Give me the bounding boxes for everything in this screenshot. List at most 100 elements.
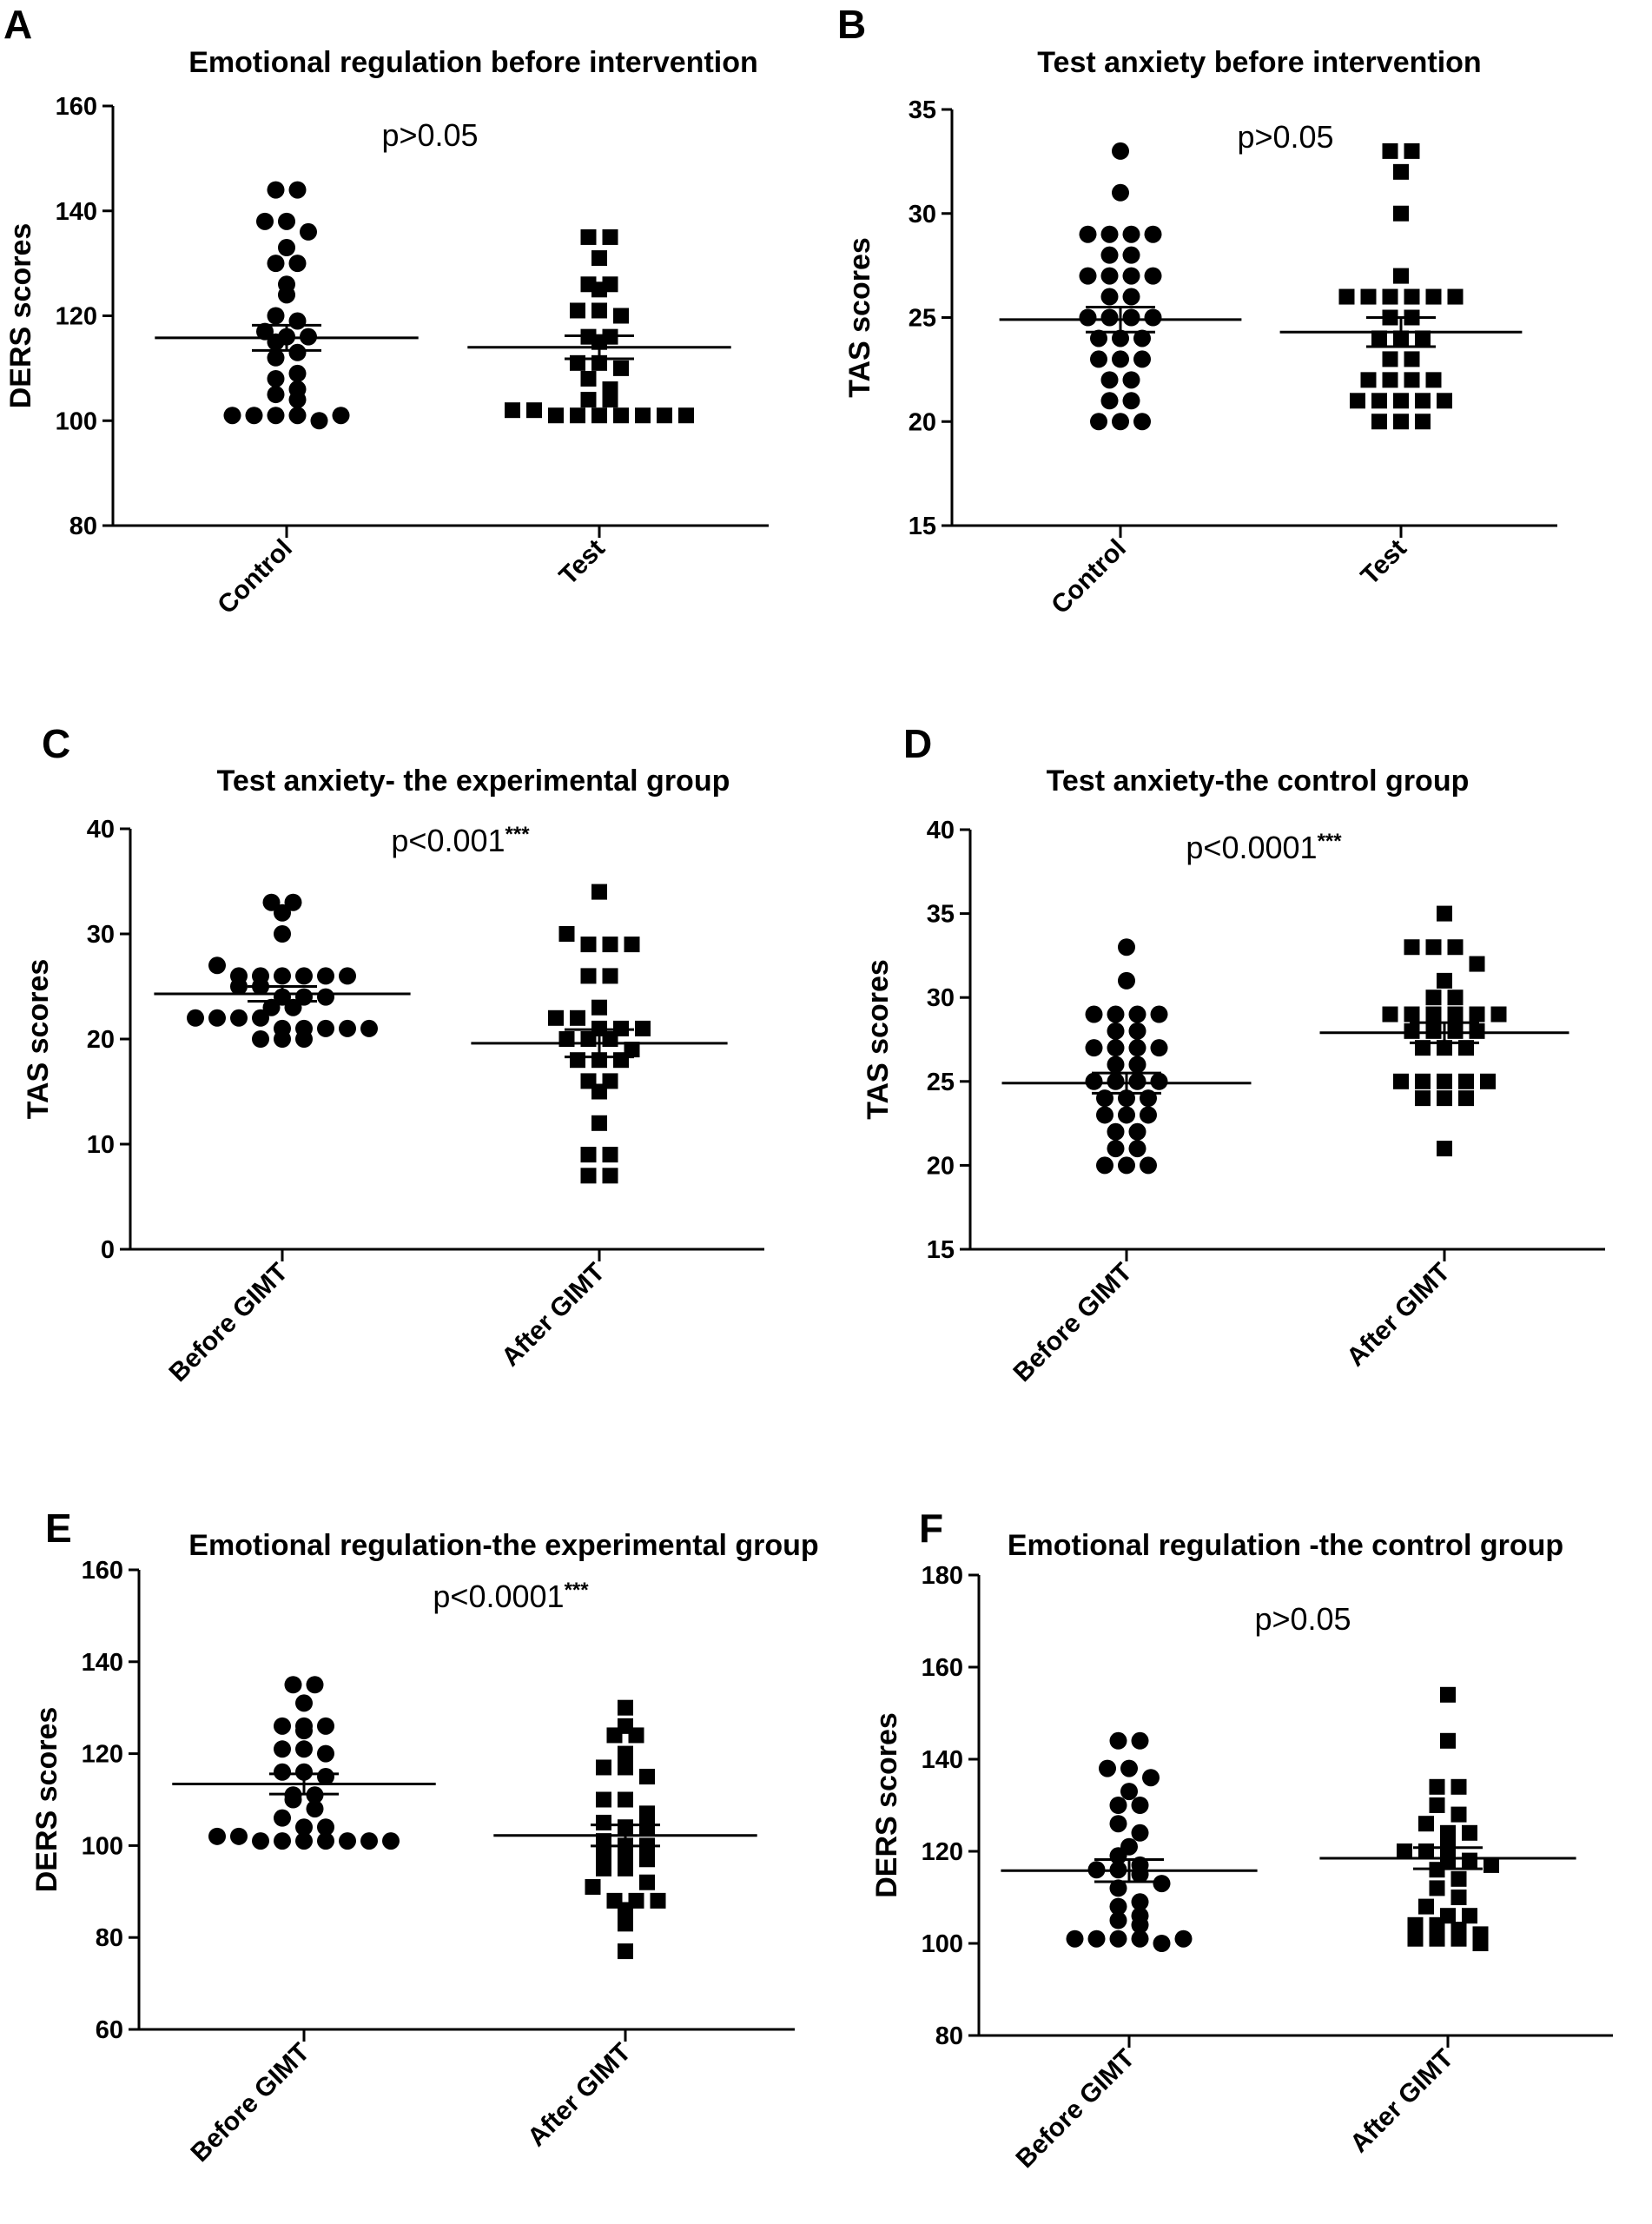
data-point bbox=[639, 1874, 655, 1890]
data-point bbox=[274, 1717, 291, 1735]
data-point bbox=[1450, 1870, 1467, 1887]
data-point bbox=[1450, 1930, 1467, 1947]
data-point bbox=[1462, 1824, 1477, 1841]
data-point bbox=[295, 1740, 313, 1758]
data-point bbox=[606, 1727, 623, 1744]
y-tick-label: 20 bbox=[927, 1152, 955, 1180]
data-point bbox=[267, 333, 285, 351]
data-point bbox=[1122, 246, 1140, 264]
chart-title: Test anxiety before intervention bbox=[1037, 46, 1481, 79]
data-point bbox=[1440, 1824, 1456, 1841]
data-point bbox=[252, 1009, 269, 1027]
data-point bbox=[1109, 1911, 1127, 1929]
data-point bbox=[505, 402, 520, 419]
x-tick-label: Before GIMT bbox=[163, 1258, 293, 1387]
data-point bbox=[1458, 1090, 1474, 1107]
data-point bbox=[602, 1147, 618, 1163]
data-point bbox=[1144, 225, 1162, 243]
data-point bbox=[382, 1832, 400, 1850]
data-point bbox=[602, 228, 618, 245]
data-point bbox=[252, 1030, 269, 1048]
data-point bbox=[602, 392, 618, 408]
data-point bbox=[1371, 393, 1387, 409]
y-tick-label: 15 bbox=[909, 513, 936, 540]
data-point bbox=[1085, 1005, 1103, 1023]
data-point bbox=[360, 1019, 378, 1037]
series-test bbox=[1279, 142, 1523, 430]
data-point bbox=[1425, 990, 1442, 1006]
data-point bbox=[548, 1009, 564, 1026]
data-point bbox=[1122, 392, 1140, 410]
y-tick-label: 100 bbox=[922, 1930, 963, 1958]
y-tick-label: 100 bbox=[56, 407, 97, 435]
panel-f: F Emotional regulation -the control group… bbox=[870, 1506, 1613, 2174]
data-point bbox=[1415, 330, 1431, 347]
data-point bbox=[1415, 414, 1431, 430]
data-point bbox=[208, 956, 226, 975]
y-tick-label: 0 bbox=[101, 1236, 115, 1264]
data-point bbox=[1140, 1106, 1157, 1124]
x-tick-label: Control bbox=[212, 534, 298, 620]
data-point bbox=[1085, 1039, 1103, 1057]
x-tick-label: Test bbox=[1356, 534, 1412, 591]
data-point bbox=[267, 307, 285, 325]
data-point bbox=[1122, 225, 1140, 243]
panel-letter: B bbox=[837, 2, 866, 47]
data-point bbox=[1382, 351, 1398, 367]
data-point bbox=[1150, 1072, 1168, 1090]
p-value-annotation: p>0.05 bbox=[1254, 1601, 1351, 1637]
chart-title: Emotional regulation -the control group bbox=[1008, 1529, 1563, 1562]
data-point bbox=[1153, 1935, 1171, 1952]
panel-d: D Test anxiety-the control group 15 20 25 30 3… bbox=[862, 721, 1605, 1387]
data-point bbox=[1469, 956, 1485, 972]
data-point bbox=[1360, 372, 1377, 388]
significance-stars: *** bbox=[506, 823, 531, 846]
y-axis-label: DERS scores bbox=[4, 223, 37, 409]
data-point bbox=[1090, 329, 1107, 348]
data-point bbox=[1120, 1783, 1138, 1801]
data-point bbox=[596, 1846, 611, 1863]
series-control bbox=[155, 181, 419, 430]
y-axis-label: DERS scores bbox=[870, 1712, 903, 1898]
data-point bbox=[1458, 1073, 1474, 1089]
data-point bbox=[1128, 1056, 1146, 1074]
data-point bbox=[1112, 350, 1129, 368]
data-point bbox=[596, 1860, 611, 1876]
data-point bbox=[360, 1832, 378, 1850]
data-point bbox=[1407, 1916, 1424, 1933]
series-before-gimt bbox=[1001, 938, 1252, 1175]
data-point bbox=[580, 937, 597, 953]
data-point bbox=[1371, 330, 1387, 347]
data-point bbox=[1462, 1908, 1477, 1924]
data-point bbox=[288, 181, 307, 199]
data-point bbox=[618, 1699, 633, 1716]
data-point bbox=[635, 407, 651, 424]
data-point bbox=[613, 1052, 629, 1069]
data-point bbox=[596, 1791, 611, 1808]
data-point bbox=[1371, 414, 1387, 430]
data-point bbox=[1090, 413, 1107, 431]
data-point bbox=[618, 1846, 633, 1863]
data-point bbox=[570, 407, 585, 424]
data-point bbox=[1437, 972, 1452, 989]
data-point bbox=[1425, 372, 1442, 388]
data-point bbox=[657, 407, 672, 424]
data-point bbox=[339, 967, 356, 985]
data-point bbox=[317, 1717, 334, 1735]
data-point bbox=[580, 968, 597, 984]
data-point bbox=[602, 968, 618, 984]
y-tick-label: 40 bbox=[87, 816, 115, 844]
data-point bbox=[1107, 1005, 1125, 1023]
data-point bbox=[1415, 393, 1431, 409]
y-tick-label: 20 bbox=[909, 408, 936, 436]
data-point bbox=[591, 250, 607, 267]
data-point bbox=[1100, 267, 1119, 285]
y-tick-label: 120 bbox=[82, 1741, 123, 1769]
y-tick-label: 20 bbox=[87, 1026, 115, 1054]
data-point bbox=[1131, 1731, 1149, 1750]
panel-letter: E bbox=[45, 1506, 72, 1551]
data-point bbox=[635, 1020, 651, 1036]
data-point bbox=[274, 1030, 291, 1048]
data-point bbox=[591, 302, 607, 319]
y-axis-label: TAS scores bbox=[843, 237, 876, 398]
